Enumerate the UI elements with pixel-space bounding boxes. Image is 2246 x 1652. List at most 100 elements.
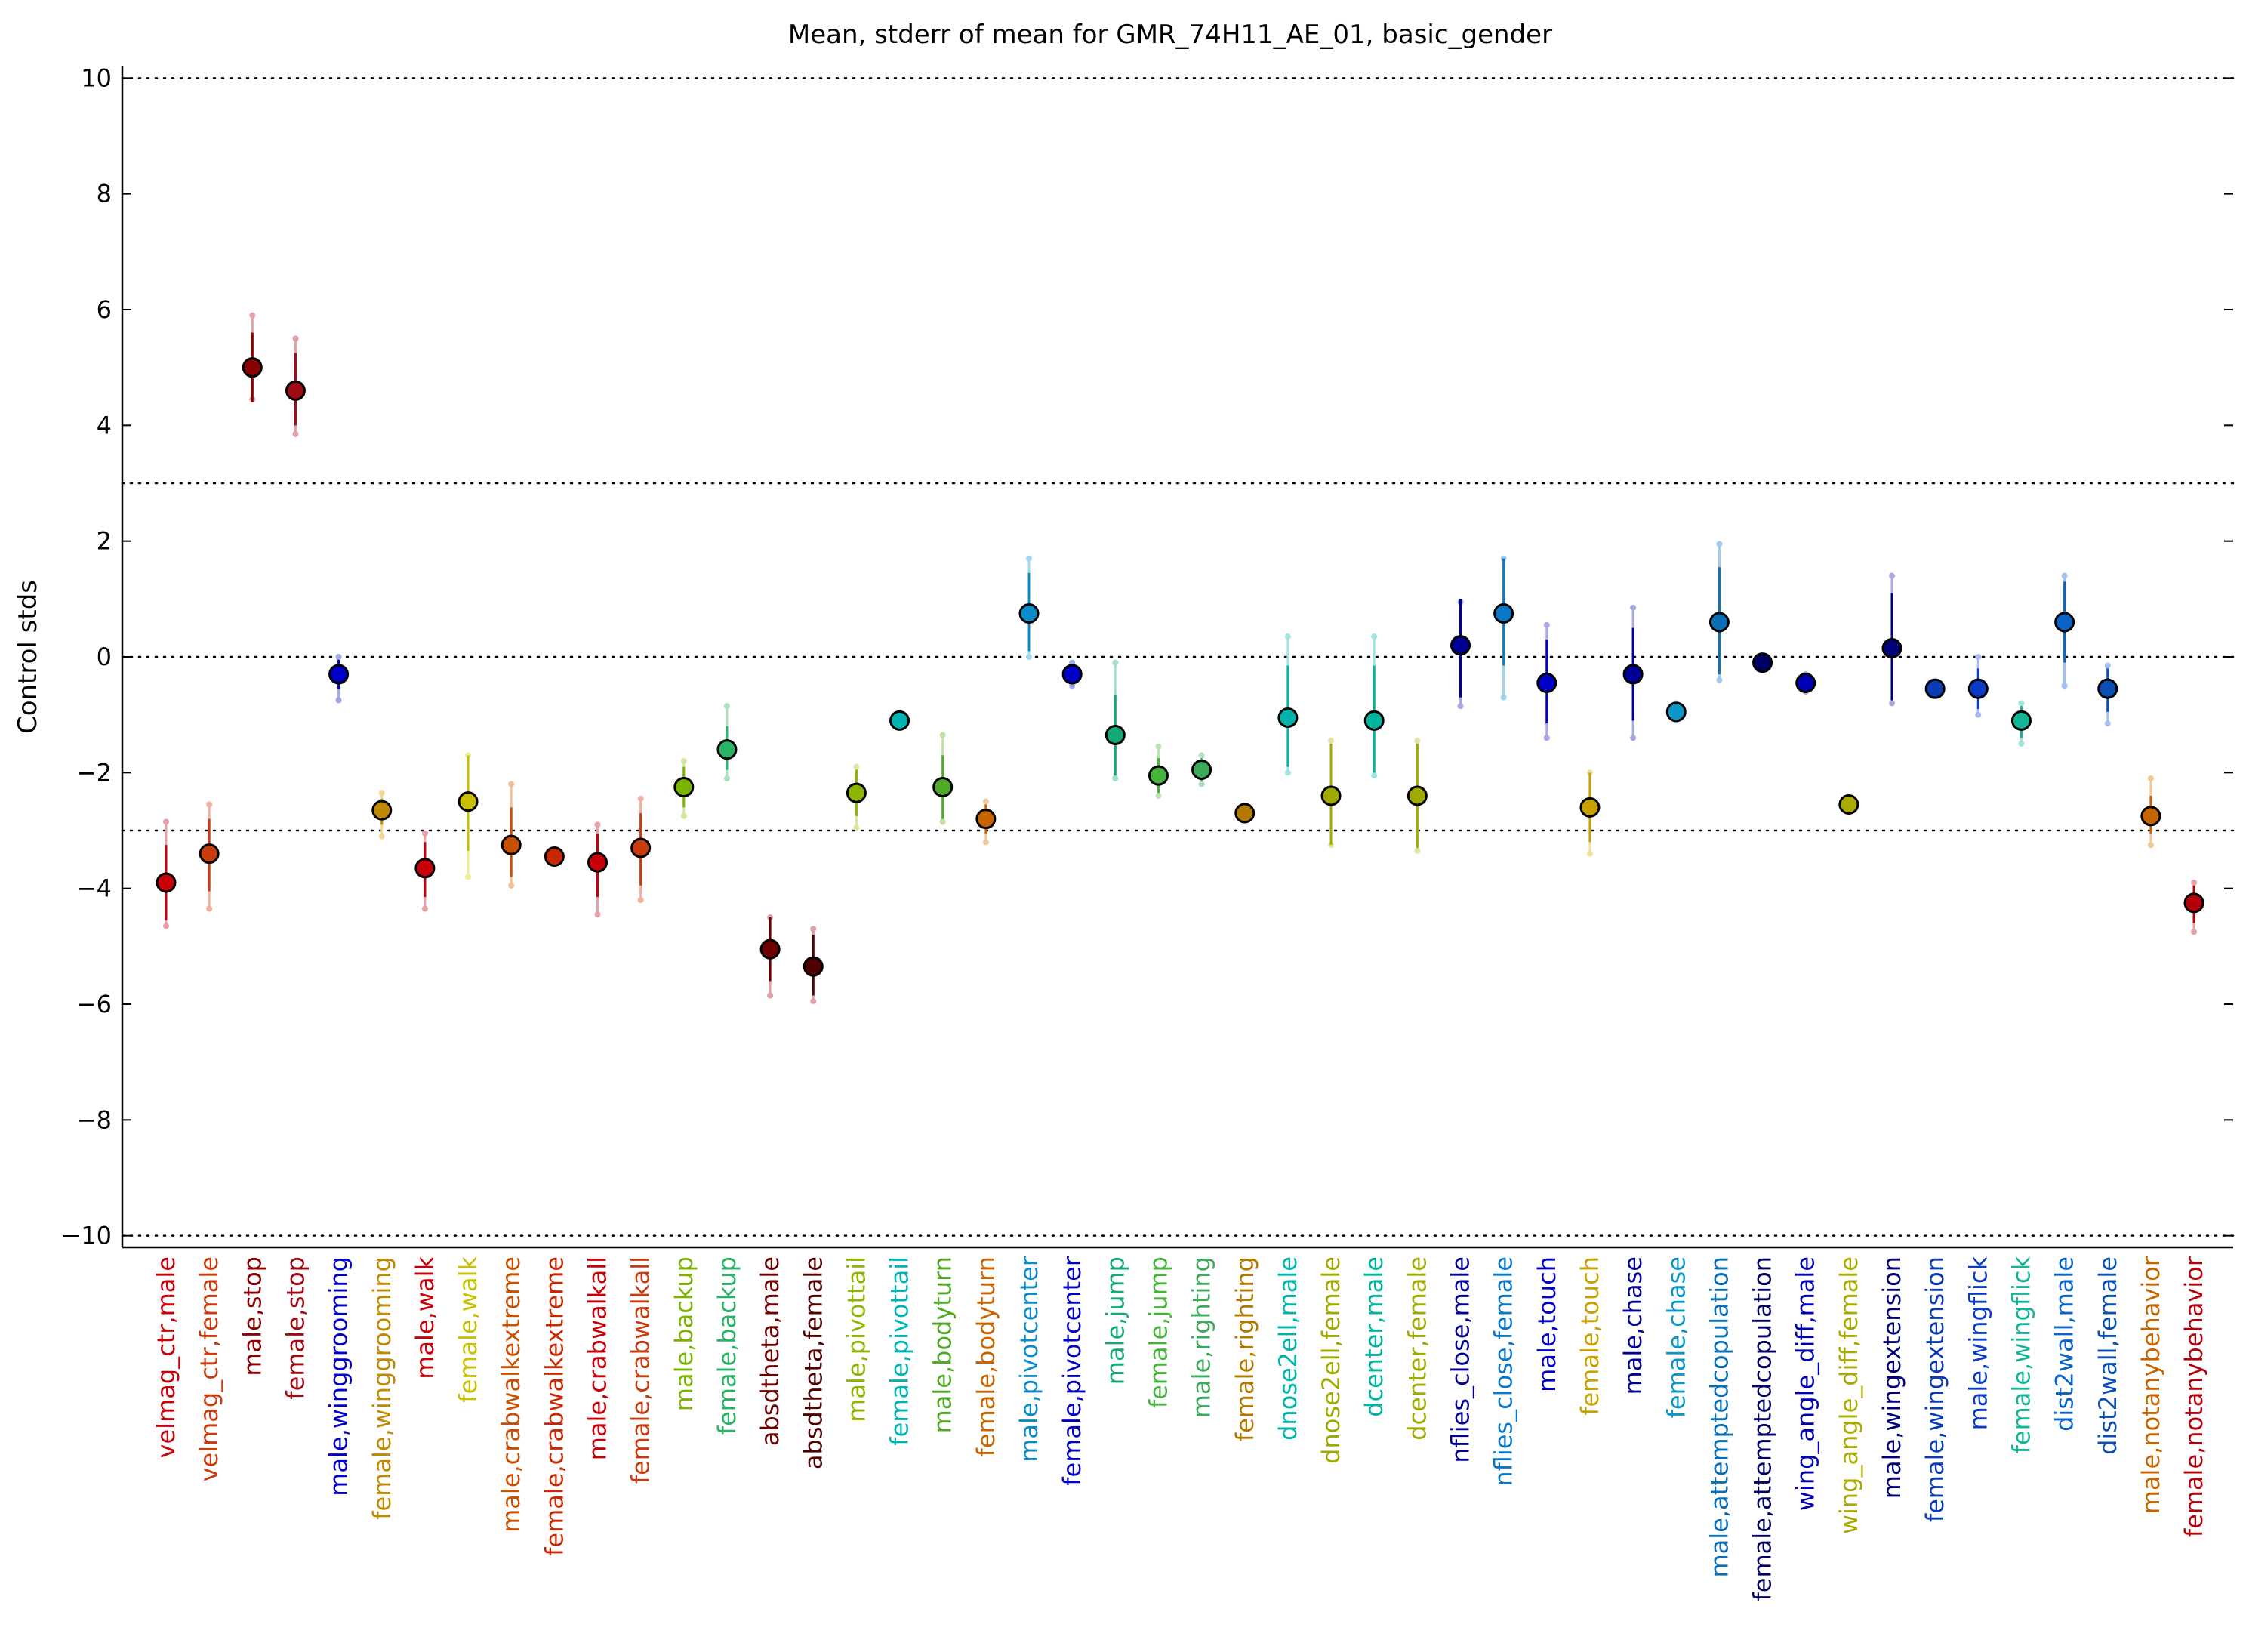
data-point-group [1838, 794, 1859, 815]
mean-marker [1708, 612, 1730, 633]
data-point-group [587, 821, 608, 918]
x-category-label: male,chase [1619, 1256, 1647, 1395]
error-bar-outer-cap [2018, 741, 2025, 747]
error-bar-outer-cap [378, 833, 385, 840]
data-point-group [889, 710, 910, 731]
data-point-group [1105, 659, 1126, 781]
error-bar-outer-cap [1889, 572, 1895, 579]
mean-marker [1320, 785, 1342, 806]
mean-marker [1363, 710, 1385, 731]
mean-marker [1967, 678, 1989, 699]
mean-marker [156, 872, 177, 893]
data-point-group [371, 790, 393, 840]
error-bar-outer-cap [939, 732, 946, 738]
data-point-group [1881, 572, 1902, 707]
chart-title: Mean, stderr of mean for GMR_74H11_AE_01… [788, 20, 1552, 50]
error-bar-outer-cap [421, 905, 428, 912]
data-point-group [975, 798, 997, 846]
x-category-label: dist2wall,female [2093, 1256, 2122, 1455]
data-point-group [1191, 752, 1212, 787]
data-point-group [1752, 652, 1773, 673]
x-category-label: male,pivottail [842, 1256, 870, 1422]
y-tick-label: 4 [97, 411, 112, 439]
data-point-group [1708, 541, 1730, 683]
mean-marker [932, 777, 954, 797]
data-point-group [458, 752, 479, 880]
reference-lines [121, 77, 2235, 1237]
error-bar-outer-cap [292, 335, 299, 342]
x-category-label: nflies_close,male [1446, 1256, 1475, 1463]
error-bar-outer-cap [1630, 735, 1637, 741]
error-bar-outer-cap [1328, 738, 1335, 744]
mean-marker [2010, 710, 2032, 731]
error-bar-outer-cap [1026, 654, 1032, 660]
data-point-group [846, 763, 867, 831]
mean-marker [501, 834, 522, 855]
mean-marker [1795, 673, 1816, 693]
data-point-group [1622, 604, 1644, 741]
mean-marker [458, 791, 479, 812]
x-category-label: female,jump [1144, 1256, 1172, 1408]
data-point-group [673, 758, 695, 819]
error-bar-outer-cap [2191, 880, 2198, 886]
axes-frame [121, 66, 2233, 1249]
mean-marker [1493, 603, 1514, 624]
mean-marker [199, 843, 220, 865]
data-point-group [414, 830, 436, 912]
data-point-group [2054, 572, 2075, 689]
error-bar-outer-cap [1284, 633, 1291, 640]
x-category-label: female,pivotcenter [1058, 1256, 1086, 1486]
y-tick-label: −4 [76, 874, 112, 903]
error-bar-outer-cap [378, 790, 385, 797]
error-bar-outer-cap [2147, 842, 2154, 849]
error-bar-outer-cap [810, 998, 817, 1005]
x-category-label: male,touch [1533, 1256, 1561, 1392]
mean-marker [630, 837, 652, 858]
x-category-label: male,crabwalkall [584, 1256, 612, 1460]
error-bar-outer-cap [594, 821, 601, 828]
data-point-group [932, 732, 954, 825]
mean-marker [1924, 678, 1946, 699]
error-bar-outer-cap [1371, 772, 1378, 779]
mean-marker [1234, 803, 1255, 824]
x-category-label: female,crabwalkextreme [540, 1256, 568, 1556]
mean-marker [328, 664, 350, 685]
error-bar-outer-cap [1716, 677, 1723, 683]
mean-marker [2140, 806, 2161, 827]
error-bar-outer-cap [982, 839, 989, 846]
error-bar-outer-cap [637, 795, 644, 802]
error-bar-outer-cap [1543, 621, 1550, 628]
x-category-label: absdtheta,male [756, 1256, 784, 1446]
y-tick-label: −8 [76, 1105, 112, 1134]
error-bar-outer-cap [853, 824, 860, 831]
data-point-group [1579, 769, 1601, 857]
data-point-group [1061, 659, 1083, 689]
error-bar-outer-cap [335, 697, 342, 704]
mean-marker [759, 938, 781, 960]
mean-marker [803, 956, 824, 977]
error-bar-outer-cap [1586, 850, 1593, 857]
error-bar-outer-cap [1026, 555, 1032, 562]
x-category-label: male,walk [411, 1256, 439, 1379]
error-bar-outer-cap [2061, 683, 2068, 689]
y-tick-label: 10 [81, 63, 112, 92]
error-bar-outer-cap [2191, 929, 2198, 935]
error-bar-outer-cap [2104, 662, 2111, 669]
x-category-label: male,winggrooming [325, 1256, 353, 1496]
error-bar-outer-cap [163, 818, 169, 825]
data-point-group [1363, 633, 1385, 779]
mean-marker [1406, 785, 1428, 806]
data-point-group [1536, 621, 1557, 741]
x-axis-category-labels: velmag_ctr,male velmag_ctr,female male,sto… [152, 1256, 2208, 1601]
mean-marker [716, 739, 738, 760]
x-category-label: velmag_ctr,male [152, 1256, 180, 1458]
error-bar-outer-cap [767, 992, 774, 999]
error-bar-outer-cap [1543, 735, 1550, 741]
error-bar-outer-cap [292, 430, 299, 437]
error-bar-outer-cap [1112, 659, 1119, 666]
x-category-label: female,bodyturn [972, 1256, 1000, 1456]
data-point-group [501, 781, 522, 889]
x-category-label: nflies_close,female [1490, 1256, 1518, 1487]
error-bar-outer-cap [1457, 703, 1464, 710]
